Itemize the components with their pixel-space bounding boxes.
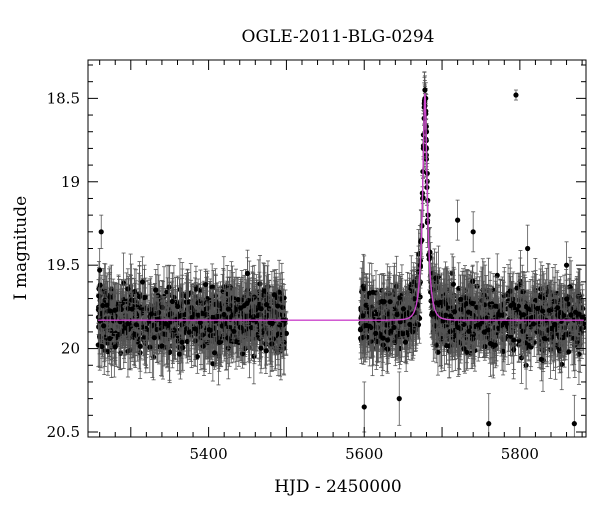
data-point <box>238 325 243 330</box>
data-point <box>96 294 101 299</box>
data-point <box>163 321 168 326</box>
data-point <box>153 287 158 292</box>
data-point <box>261 288 266 293</box>
data-point <box>185 300 190 305</box>
data-point <box>116 332 121 337</box>
data-point <box>113 344 118 349</box>
data-point <box>200 332 205 337</box>
data-point <box>151 323 156 328</box>
data-point <box>231 329 236 334</box>
data-point <box>180 345 185 350</box>
data-point <box>162 332 167 337</box>
data-point <box>225 335 230 340</box>
data-point <box>107 336 112 341</box>
data-point <box>280 305 285 310</box>
chart-title: OGLE-2011-BLG-0294 <box>242 27 435 47</box>
data-point <box>251 354 256 359</box>
data-point <box>154 327 159 332</box>
data-point <box>108 308 113 313</box>
data-point <box>156 317 161 322</box>
data-point <box>221 312 226 317</box>
data-point <box>264 348 269 353</box>
data-point <box>98 283 103 288</box>
data-point <box>177 352 182 357</box>
data-point <box>170 299 175 304</box>
data-point <box>203 282 208 287</box>
data-point <box>112 308 117 313</box>
data-point <box>212 350 217 355</box>
data-point <box>259 306 264 311</box>
data-point <box>101 323 106 328</box>
data-point <box>138 344 143 349</box>
data-point <box>257 302 262 307</box>
data-point <box>132 289 137 294</box>
data-point <box>119 307 124 312</box>
data-layer <box>96 72 586 437</box>
data-point <box>200 301 205 306</box>
data-point <box>187 330 192 335</box>
data-point <box>133 304 138 309</box>
data-point <box>159 343 164 348</box>
data-point <box>179 340 184 345</box>
data-point <box>211 315 216 320</box>
data-point <box>129 297 134 302</box>
data-point <box>137 294 142 299</box>
data-point <box>258 346 263 351</box>
data-point <box>208 328 213 333</box>
data-point <box>189 315 194 320</box>
data-point <box>100 303 105 308</box>
data-point <box>152 335 157 340</box>
data-point <box>193 326 198 331</box>
